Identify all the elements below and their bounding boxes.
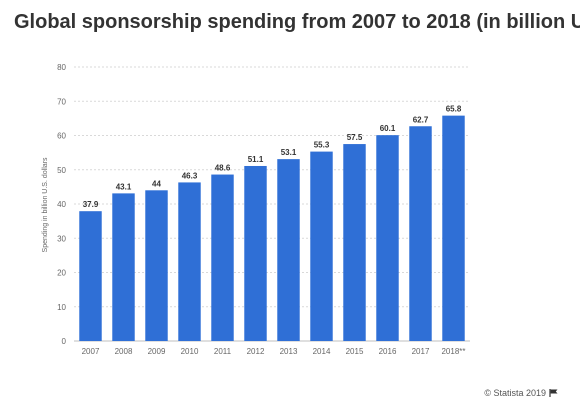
data-label: 46.3 (182, 171, 198, 180)
bar[interactable] (277, 159, 300, 341)
bar[interactable] (211, 174, 234, 341)
gridlines (74, 66, 470, 342)
data-label: 37.9 (83, 200, 99, 209)
x-tick-label: 2018** (441, 347, 465, 356)
y-tick-label: 40 (57, 200, 66, 209)
x-tick-label: 2010 (181, 347, 199, 356)
bar[interactable] (310, 151, 333, 341)
data-label: 51.1 (248, 155, 264, 164)
bar[interactable] (343, 144, 366, 341)
y-tick-label: 80 (57, 63, 66, 72)
y-tick-label: 50 (57, 166, 66, 175)
bar[interactable] (376, 135, 399, 341)
x-tick-label: 2013 (280, 347, 298, 356)
y-tick-label: 70 (57, 97, 66, 106)
data-label: 65.8 (446, 105, 462, 114)
data-label: 60.1 (380, 124, 396, 133)
chart-title: Global sponsorship spending from 2007 to… (14, 11, 580, 33)
bar[interactable] (178, 182, 201, 341)
bar[interactable] (442, 115, 465, 341)
data-label: 55.3 (314, 141, 330, 150)
y-tick-label: 10 (57, 303, 66, 312)
x-tick-label: 2008 (115, 347, 133, 356)
data-label: 48.6 (215, 164, 231, 173)
bar[interactable] (145, 190, 168, 341)
data-label: 44 (152, 179, 161, 188)
data-label: 57.5 (347, 133, 363, 142)
y-axis-ticks: 0 10 20 30 40 50 60 70 80 (57, 63, 66, 346)
x-tick-label: 2009 (148, 347, 166, 356)
x-tick-label: 2011 (214, 347, 232, 356)
y-tick-label: 0 (62, 337, 67, 346)
y-tick-label: 60 (57, 132, 66, 141)
bar[interactable] (112, 193, 135, 341)
bar[interactable] (244, 165, 267, 341)
x-tick-label: 2015 (346, 347, 364, 356)
data-label: 62.7 (413, 115, 429, 124)
data-label: 53.1 (281, 148, 297, 157)
x-tick-label: 2007 (82, 347, 100, 356)
credit-text: © Statista 2019 (484, 388, 546, 398)
bar[interactable] (409, 126, 432, 341)
y-axis-label: Spending in billion U.S. dollars (42, 157, 49, 252)
x-tick-label: 2016 (379, 347, 397, 356)
flag-icon[interactable] (549, 389, 558, 397)
data-label: 43.1 (116, 182, 132, 191)
x-tick-label: 2017 (412, 347, 430, 356)
credit: © Statista 2019 (484, 387, 558, 399)
bars (79, 115, 465, 341)
x-tick-label: 2014 (313, 347, 331, 356)
data-labels: 37.9 43.1 44 46.3 48.6 51.1 53.1 55.3 57.5 60.1 62… (83, 105, 462, 210)
y-tick-label: 20 (57, 269, 66, 278)
x-tick-label: 2012 (247, 347, 265, 356)
y-tick-label: 30 (57, 234, 66, 243)
bar[interactable] (79, 211, 102, 341)
x-axis-ticks: 2007 2008 2009 2010 2011 2012 2013 2014 2015 2016… (82, 347, 466, 356)
